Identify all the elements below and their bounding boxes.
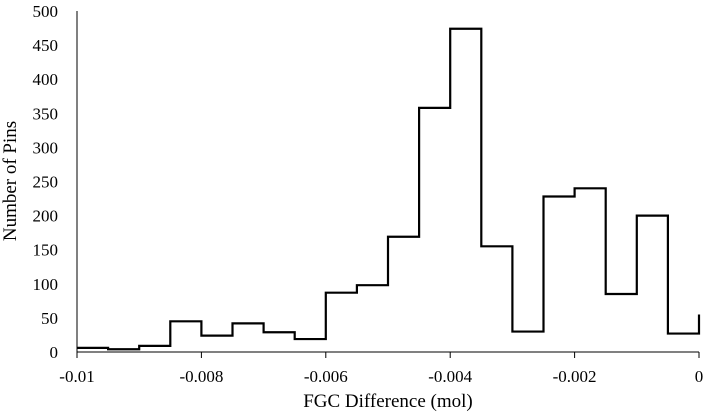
- histogram-bar: [419, 108, 450, 352]
- histogram-bar: [512, 332, 543, 352]
- x-tick-label: -0.006: [304, 367, 348, 386]
- y-tick-label: 450: [33, 36, 59, 55]
- y-tick-label: 400: [33, 70, 59, 89]
- y-axis: 0 50 100 150 200 250 300 350 400 450 500: [33, 2, 78, 362]
- histogram-bar: [357, 285, 388, 352]
- histogram-bar: [450, 29, 481, 352]
- x-tick-label: -0.01: [59, 367, 94, 386]
- x-axis: -0.01 -0.008 -0.006 -0.004 -0.002 0: [59, 351, 703, 386]
- histogram-bar: [201, 336, 232, 352]
- y-tick-label: 300: [33, 138, 59, 157]
- y-tick-label: 150: [33, 241, 59, 260]
- x-ticks: [76, 352, 700, 358]
- histogram-bar: [170, 321, 201, 352]
- y-tick-label: 200: [33, 207, 59, 226]
- histogram-bar: [637, 216, 668, 352]
- x-tick-label: -0.004: [428, 367, 472, 386]
- x-tick-labels: -0.01 -0.008 -0.006 -0.004 -0.002 0: [59, 367, 703, 386]
- x-tick-label: -0.002: [553, 367, 597, 386]
- histogram-bar: [668, 334, 699, 352]
- x-axis-title: FGC Difference (mol): [303, 391, 473, 412]
- y-tick-label: 500: [33, 2, 59, 21]
- histogram-bar: [388, 237, 419, 352]
- y-tick-label: 350: [33, 104, 59, 123]
- histogram-bar: [295, 339, 326, 352]
- y-tick-label: 250: [33, 173, 59, 192]
- y-tick-label: 100: [33, 275, 59, 294]
- y-axis-title: Number of Pins: [0, 121, 21, 241]
- x-tick-label: 0: [695, 367, 704, 386]
- histogram-bar: [544, 197, 575, 352]
- y-tick-label: 0: [50, 343, 59, 362]
- histogram-bar: [575, 188, 606, 352]
- x-tick-label: -0.008: [179, 367, 223, 386]
- histogram-bar: [264, 332, 295, 352]
- histogram-bar: [233, 323, 264, 352]
- histogram-bar: [481, 246, 512, 352]
- histogram-outline: [77, 27, 701, 351]
- histogram-bar: [326, 293, 357, 352]
- y-tick-labels: 0 50 100 150 200 250 300 350 400 450 500: [33, 2, 59, 362]
- histogram-bar: [606, 294, 637, 352]
- y-tick-label: 50: [41, 309, 58, 328]
